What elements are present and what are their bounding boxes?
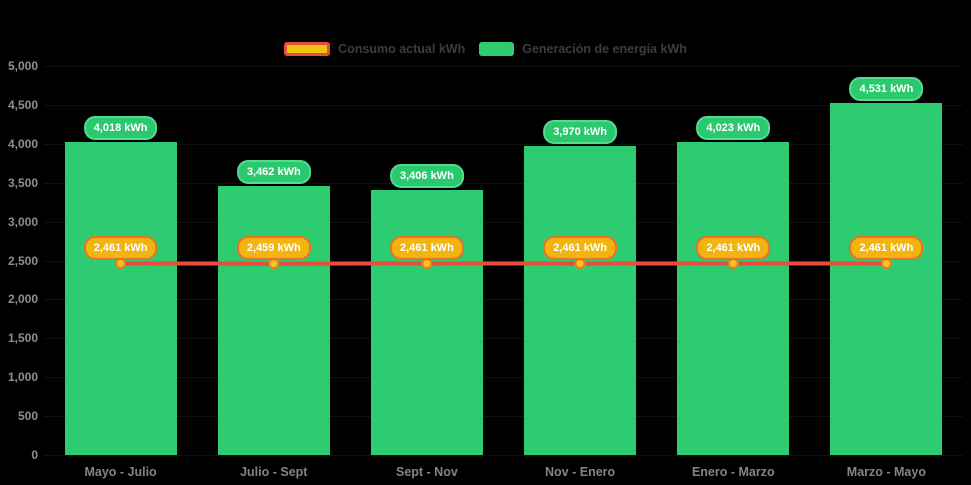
x-axis-label-Enero - Marzo: Enero - Marzo — [691, 465, 775, 479]
y-gridline — [44, 221, 963, 223]
y-gridline — [44, 143, 963, 145]
x-axis-label-Sept - Nov: Sept - Nov — [395, 465, 458, 479]
y-axis-tick-label: 2,500 — [7, 253, 38, 268]
consumo-point-Nov - Enero[interactable] — [574, 258, 586, 269]
y-gridline — [44, 104, 963, 106]
y-axis-tick-label: 0 — [31, 448, 38, 462]
bar-Marzo - Mayo[interactable] — [830, 102, 943, 455]
y-axis-tick-label: 2,000 — [7, 292, 38, 307]
line-value-label: 2,461 kWh — [696, 235, 771, 260]
bar-value-label: 4,018 kWh — [83, 116, 158, 141]
x-axis-label-Mayo - Julio: Mayo - Julio — [84, 465, 157, 479]
consumo-line-swatch-icon — [284, 42, 331, 56]
consumo-point-Marzo - Mayo[interactable] — [880, 258, 892, 269]
line-value-label: 2,461 kWh — [543, 235, 617, 260]
legend-label-consumo-actual: Consumo actual kWh — [338, 42, 466, 56]
y-axis-tick-label: 1,500 — [7, 331, 38, 346]
x-axis-label-Nov - Enero: Nov - Enero — [545, 465, 616, 479]
consumo-point-Mayo - Julio[interactable] — [115, 258, 127, 269]
bar-Sept - Nov[interactable] — [370, 190, 483, 455]
y-axis-tick-label: 1,000 — [7, 370, 38, 385]
y-gridline — [44, 299, 963, 301]
y-gridline — [44, 182, 963, 184]
y-gridline — [44, 416, 963, 418]
bar-Enero - Marzo[interactable] — [677, 142, 790, 455]
y-gridline — [44, 338, 963, 340]
y-gridline — [44, 455, 963, 456]
bar-value-label: 4,531 kWh — [849, 76, 924, 101]
y-gridline — [44, 260, 963, 262]
line-value-label: 2,459 kWh — [236, 235, 311, 260]
y-axis-tick-label: 4,500 — [7, 97, 38, 112]
consumo-point-Sept - Nov[interactable] — [421, 258, 433, 269]
bar-value-label: 4,023 kWh — [696, 116, 771, 140]
y-axis-tick-label: 5,000 — [7, 59, 38, 73]
x-axis-label-Marzo - Mayo: Marzo - Mayo — [846, 465, 926, 479]
chart-legend: Consumo actual kWh Generación de energía… — [0, 40, 971, 58]
consumo-point-Julio - Sept[interactable] — [268, 258, 280, 270]
consumo-point-Enero - Marzo[interactable] — [727, 258, 739, 269]
line-value-label: 2,461 kWh — [389, 235, 464, 260]
y-axis-tick-label: 4,000 — [7, 136, 38, 151]
bar-Nov - Enero[interactable] — [524, 146, 637, 455]
legend-item-generacion-energia[interactable]: Generación de energía kWh — [479, 42, 687, 56]
legend-item-consumo-actual[interactable]: Consumo actual kWh — [284, 42, 465, 56]
y-axis-tick-label: 3,000 — [7, 214, 38, 229]
line-value-label: 2,461 kWh — [83, 235, 158, 260]
bar-value-label: 3,462 kWh — [236, 159, 311, 184]
y-axis-tick-label: 3,500 — [7, 175, 38, 190]
legend-label-generacion-energia: Generación de energía kWh — [522, 42, 687, 56]
line-value-label: 2,461 kWh — [849, 235, 924, 260]
bar-Julio - Sept[interactable] — [217, 185, 330, 455]
bar-value-label: 3,970 kWh — [543, 120, 617, 145]
bar-value-label: 3,406 kWh — [389, 164, 464, 188]
generacion-bar-swatch-icon — [479, 42, 515, 56]
y-axis-tick-label: 500 — [17, 409, 38, 424]
y-gridline — [44, 377, 963, 379]
x-axis-label-Julio - Sept: Julio - Sept — [240, 465, 308, 479]
bar-Mayo - Julio[interactable] — [64, 142, 177, 455]
y-gridline — [44, 66, 963, 67]
